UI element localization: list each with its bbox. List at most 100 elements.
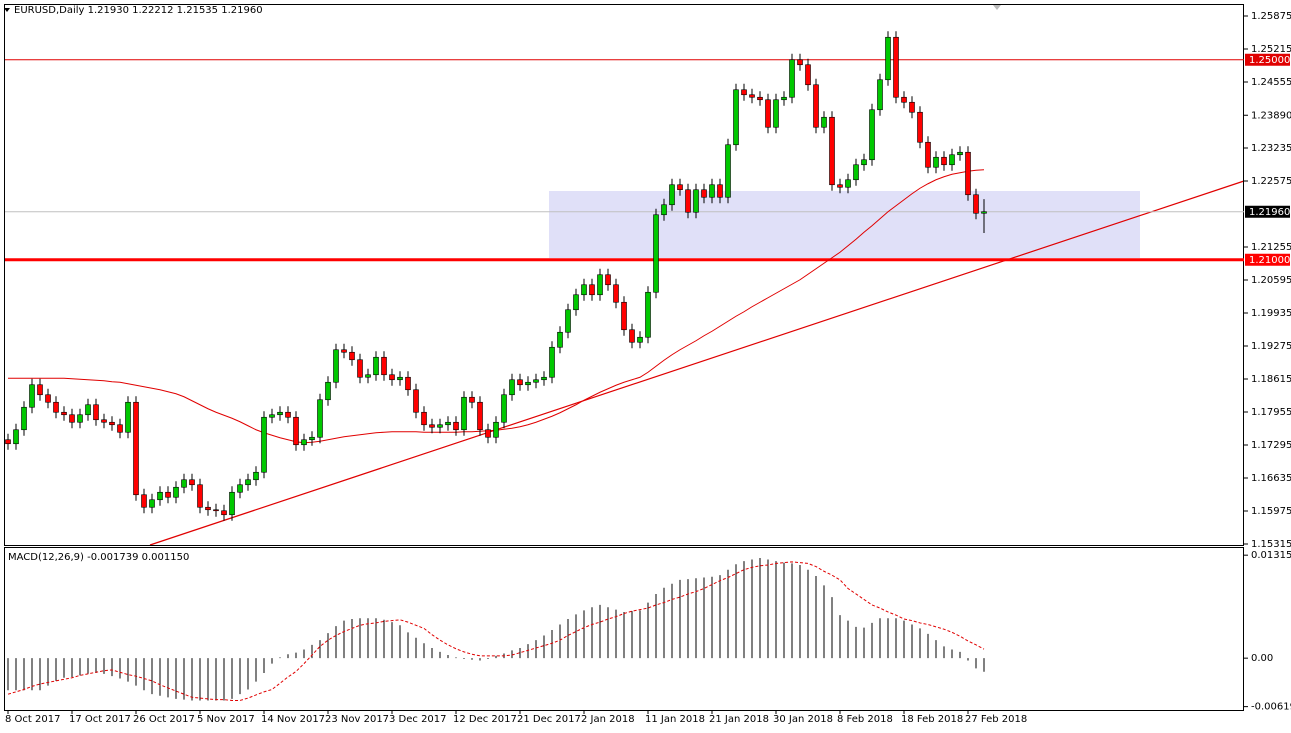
candle-body [765,99,771,128]
candle-body [117,424,123,433]
candle-body [797,59,803,66]
candle-body [813,84,819,128]
candle-body [77,414,83,423]
candle-body [749,94,755,98]
y-tick-label: -0.00619 [1251,702,1291,713]
candle-body [389,374,395,381]
candle-body [101,419,107,423]
candle-body [29,384,35,408]
y-tick-label: 0.00 [1251,653,1273,664]
y-tick-label: 1.23235 [1251,143,1291,154]
candle-body [653,214,659,293]
candle-body [293,416,299,446]
y-tick-label: 1.22575 [1251,176,1291,187]
signal-line [7,561,985,701]
candle-body [789,59,795,98]
candle-body [669,184,675,206]
candle-body [5,439,11,445]
candle-body [461,396,467,431]
x-tick-label: 27 Feb 2018 [965,714,1027,725]
candle-body [149,499,155,508]
y-tick-label: 0.013154 [1251,550,1291,561]
candle-body [637,336,643,343]
candle-body [341,349,347,353]
candle-body [157,491,163,501]
candle-body [61,411,67,416]
candle-body [525,381,531,386]
candle-body [901,96,907,103]
shift-marker [993,5,1001,10]
candle-body [317,399,323,438]
candle-body [757,96,763,101]
candle-body [661,204,667,216]
candle-body [869,109,875,161]
candle-body [125,401,131,433]
candle-body [21,406,27,431]
chart-title: EURUSD,Daily 1.21930 1.22212 1.21535 1.2… [14,5,263,16]
x-tick-label: 12 Dec 2017 [453,714,517,725]
candle-body [581,284,587,296]
candle-body [541,376,547,381]
price-panel-frame [4,4,1244,546]
candle-body [781,96,787,101]
candle-body [397,376,403,381]
candle-body [885,36,891,81]
candle-body [773,99,779,128]
candle-body [733,89,739,146]
candle-body [853,164,859,181]
candle-body [221,510,227,516]
candle-body [469,396,475,403]
candle-body [381,356,387,376]
level-label: 1.25000 [1249,55,1290,66]
candle-body [373,356,379,376]
candle-body [413,389,419,413]
candle-body [253,471,259,481]
candle-body [285,411,291,418]
level-label-box [1245,253,1290,266]
support-zone [549,191,1140,258]
candle-body [685,189,691,213]
candle-body [277,411,283,416]
candle-body [181,479,187,488]
candle-body [621,301,627,331]
candle-body [589,284,595,296]
candle-body [53,401,59,413]
candle-body [829,116,835,186]
candle-body [597,274,603,296]
macd-label: MACD(12,26,9) -0.001739 0.001150 [8,552,189,563]
y-tick-label: 1.17295 [1251,440,1291,451]
candle-body [237,484,243,493]
candle-body [717,184,723,198]
candle-body [173,486,179,498]
candle-body [109,421,115,426]
last-price-box [1245,205,1290,218]
candle-body [693,189,699,213]
candle-body [485,429,491,438]
candle-body [861,159,867,166]
menu-arrow[interactable] [4,8,10,12]
candle-body [141,494,147,508]
candle-body [845,179,851,188]
candle-body [741,89,747,96]
candle-body [453,421,459,431]
x-tick-label: 8 Oct 2017 [5,714,60,725]
candle-body [941,156,947,166]
candle-body [645,291,651,338]
candle-body [357,359,363,378]
y-tick-label: 1.24555 [1251,77,1291,88]
candle-body [93,404,99,421]
candle-body [573,294,579,311]
y-tick-label: 1.25215 [1251,44,1291,55]
trend-line [149,180,1245,546]
x-tick-label: 23 Nov 2017 [325,714,389,725]
x-tick-label: 21 Jan 2018 [709,714,769,725]
candle-body [229,491,235,516]
candle-body [821,116,827,128]
macd-panel-frame [4,547,1244,711]
candle-body [197,484,203,508]
candle-body [133,401,139,496]
candle-body [909,101,915,113]
candle-body [501,394,507,423]
level-label: 1.21000 [1249,255,1290,266]
